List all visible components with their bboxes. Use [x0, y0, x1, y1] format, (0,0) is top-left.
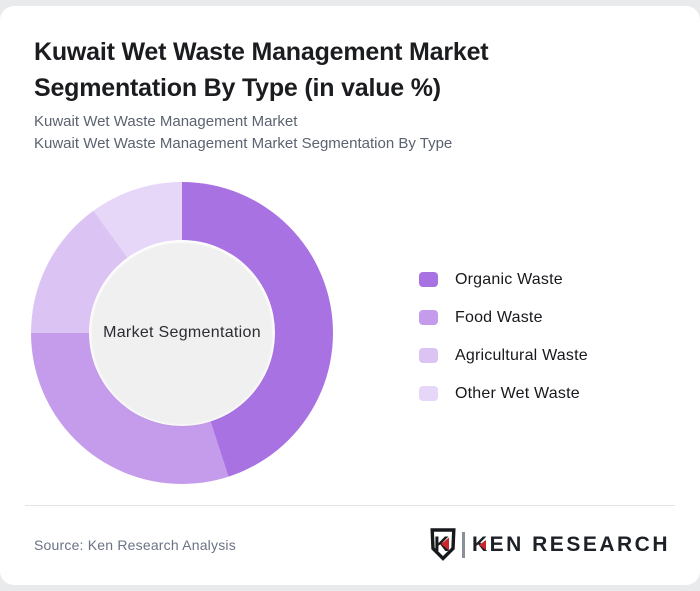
legend-item-food-waste: Food Waste — [419, 308, 588, 326]
logo-k-red-triangle-icon — [478, 539, 486, 550]
legend-label: Other Wet Waste — [455, 384, 580, 402]
donut-hole: Market Segmentation — [89, 240, 275, 426]
chart-card: Kuwait Wet Waste Management Market Segme… — [0, 6, 700, 585]
legend-swatch-organic-waste — [419, 272, 438, 287]
logo-brand-text: KEN RESEARCH — [471, 532, 670, 556]
subtitle-line-2: Kuwait Wet Waste Management Market Segme… — [34, 135, 453, 152]
ken-research-shield-icon: K — [430, 528, 456, 561]
legend-item-agricultural-waste: Agricultural Waste — [419, 346, 588, 364]
legend-swatch-agricultural-waste — [419, 348, 438, 363]
footer-divider — [25, 505, 675, 506]
badge-red-triangle-icon — [440, 537, 449, 551]
page-title: Kuwait Wet Waste Management Market Segme… — [34, 38, 489, 102]
chart-subtitles: Kuwait Wet Waste Management Market Kuwai… — [34, 111, 452, 155]
logo-divider-bar — [461, 531, 465, 558]
legend-swatch-food-waste — [419, 310, 438, 325]
legend-label: Agricultural Waste — [455, 346, 588, 364]
legend-swatch-other-wet-waste — [419, 386, 438, 401]
chart-legend: Organic Waste Food Waste Agricultural Wa… — [419, 270, 588, 424]
legend-label: Food Waste — [455, 308, 543, 326]
source-note: Source: Ken Research Analysis — [34, 537, 236, 553]
logo-text-wrap: KEN RESEARCH — [472, 533, 670, 557]
legend-item-other-wet-waste: Other Wet Waste — [419, 384, 588, 402]
ken-research-logo: K KEN RESEARCH — [430, 528, 670, 561]
donut-center-circle: Market Segmentation — [92, 243, 272, 423]
donut-chart: Market Segmentation — [31, 182, 333, 484]
badge-letter: K — [434, 533, 449, 556]
donut-center-label: Market Segmentation — [103, 324, 261, 341]
legend-label: Organic Waste — [455, 270, 563, 288]
subtitle-line-1: Kuwait Wet Waste Management Market — [34, 113, 298, 130]
legend-item-organic-waste: Organic Waste — [419, 270, 588, 288]
